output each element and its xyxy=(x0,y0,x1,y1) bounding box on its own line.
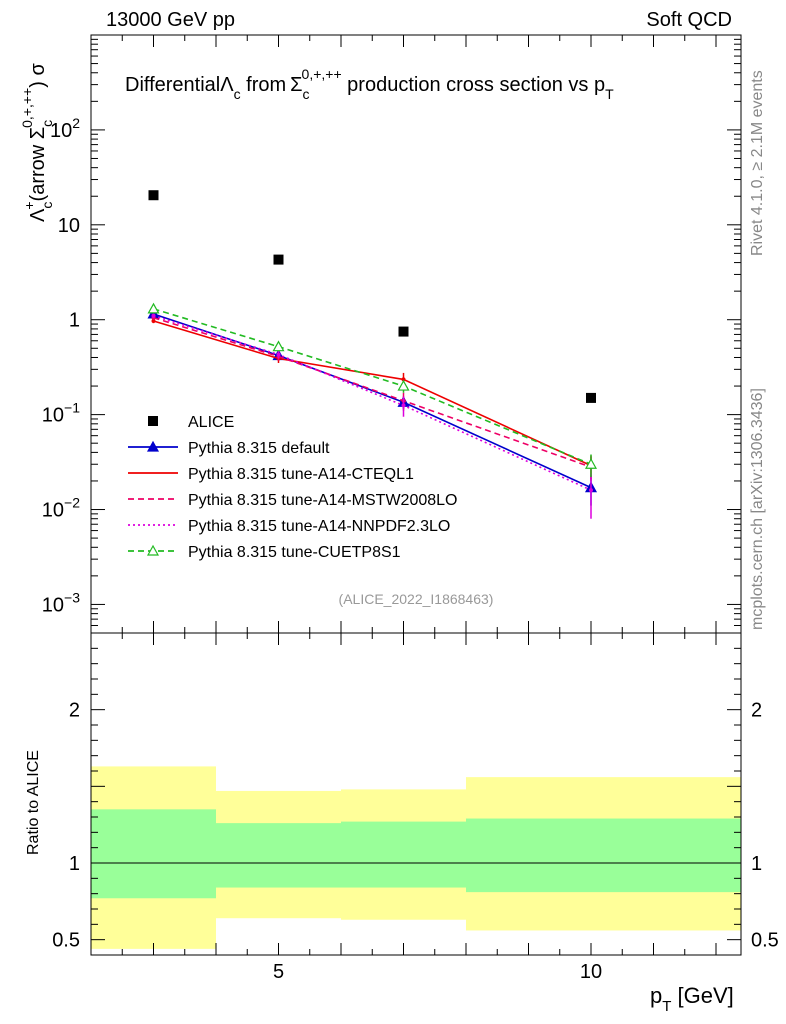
series-marker xyxy=(151,318,156,323)
ratio-band-inner xyxy=(91,809,216,899)
y-tick-label: 1 xyxy=(69,310,80,332)
ratio-band-inner xyxy=(341,821,466,888)
ratio-tick-label: 1 xyxy=(69,853,80,875)
data-point xyxy=(398,326,409,337)
legend-label-data: ALICE xyxy=(188,414,234,431)
tick-labels: 5 10 10−3 10−2 10−1 1 10 102 0.5 0.5 1 1 2 2 xyxy=(42,115,779,983)
series-marker xyxy=(584,458,598,469)
data-point xyxy=(148,190,159,201)
mc-series xyxy=(147,302,598,519)
y-tick-label: 102 xyxy=(50,115,80,142)
legend-label: Pythia 8.315 tune-A14-NNPDF2.3LO xyxy=(188,518,450,535)
process-label: Soft QCD xyxy=(646,9,732,31)
y-tick-label: 10−2 xyxy=(42,495,80,522)
axis-ticks xyxy=(90,35,741,955)
legend-label: Pythia 8.315 tune-A14-MSTW2008LO xyxy=(188,492,457,509)
series-marker xyxy=(276,352,281,357)
ratio-tick-label-right: 2 xyxy=(751,700,762,722)
ratio-band-inner xyxy=(216,823,341,888)
ratio-axes-box xyxy=(90,632,742,956)
y-axis-label: Λc+(arrow Σc0,+,++) σ xyxy=(19,63,55,222)
y-tick-label: 10−3 xyxy=(42,589,80,616)
x-axis-label: pT [GeV] xyxy=(650,983,734,1015)
chart-title: DifferentialΛc from Σc0,+,++ production c… xyxy=(125,66,614,102)
series-marker xyxy=(401,377,406,382)
legend-label: Pythia 8.315 tune-CUETP8S1 xyxy=(188,544,401,561)
series-line xyxy=(153,308,592,465)
series-marker xyxy=(147,302,160,314)
y-tick-label: 10−1 xyxy=(42,400,80,427)
data-point xyxy=(586,392,596,403)
ratio-tick-label: 2 xyxy=(69,700,80,722)
series-line xyxy=(153,315,592,491)
collision-label: 13000 GeV pp xyxy=(106,9,235,31)
ratio-tick-label-right: 1 xyxy=(751,853,762,875)
legend-marker xyxy=(146,440,160,452)
ratio-bands xyxy=(91,766,741,949)
series-line xyxy=(153,320,592,467)
series-marker xyxy=(589,488,593,493)
ratio-y-label: Ratio to ALICE xyxy=(25,750,42,855)
ratio-tick-label: 0.5 xyxy=(52,930,80,952)
data-points xyxy=(148,190,596,403)
series-marker xyxy=(401,403,406,408)
mcplots-label: mcplots.cern.ch [arXiv:1306.3436] xyxy=(749,388,766,630)
legend-marker-data xyxy=(148,416,158,426)
y-tick-label: 10 xyxy=(58,215,80,237)
legend-label: Pythia 8.315 default xyxy=(188,440,330,457)
analysis-watermark: (ALICE_2022_I1868463) xyxy=(339,591,494,607)
rivet-version-label: Rivet 4.1.0, ≥ 2.1M events xyxy=(749,70,766,256)
x-tick-label: 5 xyxy=(273,961,284,983)
series-marker xyxy=(151,313,156,318)
legend: ALICE Pythia 8.315 default Pythia 8.315 tu… xyxy=(128,414,457,561)
legend-label: Pythia 8.315 tune-A14-CTEQL1 xyxy=(188,466,414,483)
ratio-tick-label-right: 0.5 xyxy=(751,930,779,952)
series-marker xyxy=(272,340,285,352)
legend-marker xyxy=(146,544,160,556)
series-marker xyxy=(397,379,410,391)
ratio-band-inner xyxy=(466,818,741,893)
x-tick-label: 10 xyxy=(580,961,602,983)
data-point xyxy=(273,254,284,265)
series-line xyxy=(153,316,592,468)
